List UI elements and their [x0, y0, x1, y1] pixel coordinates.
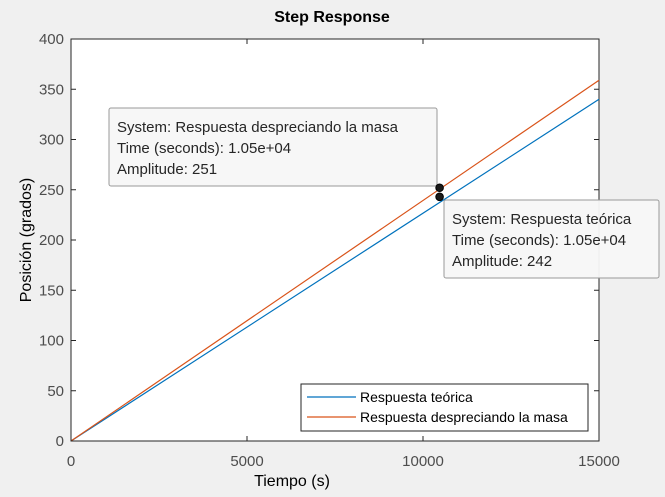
legend[interactable]: Respuesta teórica Respuesta despreciando … — [300, 383, 589, 432]
legend-box — [300, 383, 589, 432]
datatip-0: System: Respuesta despreciando la masa Ti… — [108, 107, 444, 193]
datatip-box — [108, 107, 438, 187]
x-tick-label: 10000 — [402, 453, 444, 470]
datatip-line: Amplitude: 242 — [452, 253, 552, 270]
datatip-line: Time (seconds): 1.05e+04 — [452, 232, 626, 249]
y-tick-label: 300 — [39, 132, 64, 149]
datatip-line: Time (seconds): 1.05e+04 — [117, 140, 291, 157]
series-line-1 — [70, 79, 600, 442]
datatip-box — [443, 199, 660, 279]
datatip-marker — [435, 192, 444, 202]
x-tick-label: 15000 — [578, 453, 620, 470]
y-tick-label: 0 — [56, 433, 64, 450]
x-tick-label: 0 — [67, 453, 75, 470]
y-axis-label: Posición (grados) — [18, 178, 35, 303]
y-tick-label: 150 — [39, 282, 64, 299]
y-tick-label: 100 — [39, 333, 64, 350]
series-line-0 — [70, 98, 600, 442]
y-tick-label: 50 — [47, 383, 64, 400]
datatip-line: System: Respuesta despreciando la masa — [117, 119, 399, 136]
x-tick-label: 5000 — [230, 453, 263, 470]
datatip-line: Amplitude: 251 — [117, 161, 217, 178]
y-tick-label: 250 — [39, 182, 64, 199]
legend-label-1: Respuesta despreciando la masa — [360, 409, 568, 425]
chart-title: Step Response — [274, 9, 390, 26]
y-tick-label: 350 — [39, 81, 64, 98]
datatip-1: System: Respuesta teórica Time (seconds):… — [435, 192, 660, 279]
series-layer — [70, 79, 600, 442]
datatip-marker — [435, 183, 444, 193]
datatip-line: System: Respuesta teórica — [452, 211, 632, 228]
ticks-layer: 0 5000 10000 15000 0 50 100 150 200 250 300 350 400 — [39, 31, 620, 470]
y-tick-label: 200 — [39, 232, 64, 249]
datatips-layer: System: Respuesta despreciando la masa Ti… — [108, 107, 660, 279]
y-tick-label: 400 — [39, 31, 64, 48]
legend-label-0: Respuesta teórica — [360, 389, 473, 405]
x-axis-label: Tiempo (s) — [254, 473, 330, 490]
